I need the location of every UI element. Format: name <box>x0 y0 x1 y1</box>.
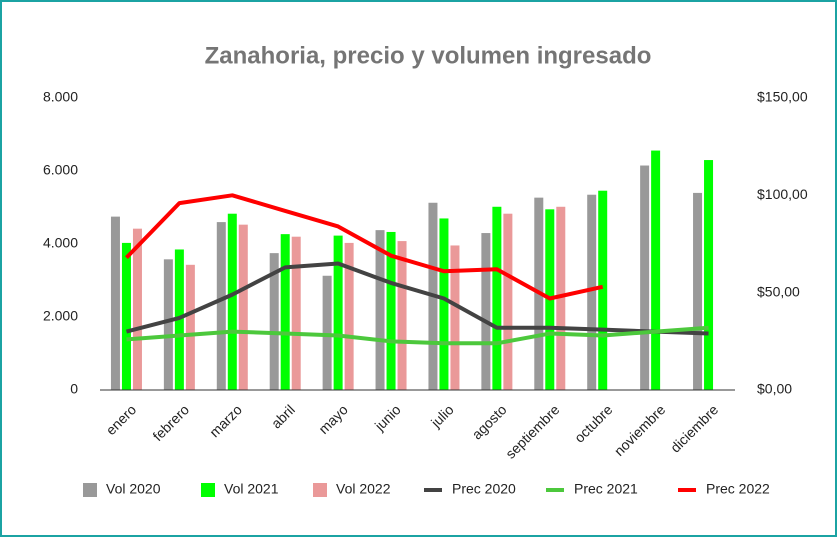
bar <box>503 213 513 390</box>
legend-label: Vol 2020 <box>106 481 161 497</box>
y-tick-label: 2.000 <box>43 308 78 324</box>
bar <box>322 275 332 390</box>
bar <box>121 242 131 390</box>
y2-tick-label: $0,00 <box>757 381 792 397</box>
bar <box>704 160 714 390</box>
y-tick-label: 4.000 <box>43 235 78 251</box>
chart-title: Zanahoria, precio y volumen ingresado <box>205 42 652 69</box>
legend-swatch <box>313 483 327 497</box>
line <box>125 261 709 336</box>
bar <box>481 233 491 390</box>
bar <box>439 218 449 390</box>
bar <box>375 230 385 390</box>
y-tick-label: 0 <box>70 381 78 397</box>
bar <box>492 206 502 390</box>
bar <box>333 235 343 390</box>
bar <box>344 242 354 390</box>
legend-swatch <box>201 483 215 497</box>
legend-label: Vol 2021 <box>224 481 279 497</box>
y2-tick-label: $150,00 <box>757 89 808 105</box>
bar <box>132 228 142 390</box>
line <box>126 325 709 346</box>
bar <box>693 192 703 390</box>
bar <box>163 259 173 390</box>
bar <box>556 206 566 390</box>
y-tick-label: 6.000 <box>43 162 78 178</box>
bar <box>216 222 226 390</box>
bar <box>397 241 407 390</box>
legend-label: Prec 2022 <box>706 481 770 497</box>
bar <box>587 194 597 390</box>
legend-label: Prec 2021 <box>574 481 638 497</box>
bar <box>386 231 396 390</box>
bar <box>651 150 661 390</box>
bar <box>269 253 279 390</box>
legend-label: Vol 2022 <box>336 481 391 497</box>
y2-tick-label: $50,00 <box>757 283 800 299</box>
legend-swatch <box>83 483 97 497</box>
line <box>125 193 604 301</box>
bar <box>450 245 460 390</box>
bar <box>280 234 290 390</box>
y2-tick-label: $100,00 <box>757 186 808 202</box>
bar <box>598 190 608 390</box>
bar <box>110 216 120 390</box>
y-tick-label: 8.000 <box>43 89 78 105</box>
bar <box>640 165 650 390</box>
bar <box>291 236 301 390</box>
bar <box>238 224 248 390</box>
legend-label: Prec 2020 <box>452 481 516 497</box>
bar <box>185 264 195 390</box>
bar <box>227 213 237 390</box>
